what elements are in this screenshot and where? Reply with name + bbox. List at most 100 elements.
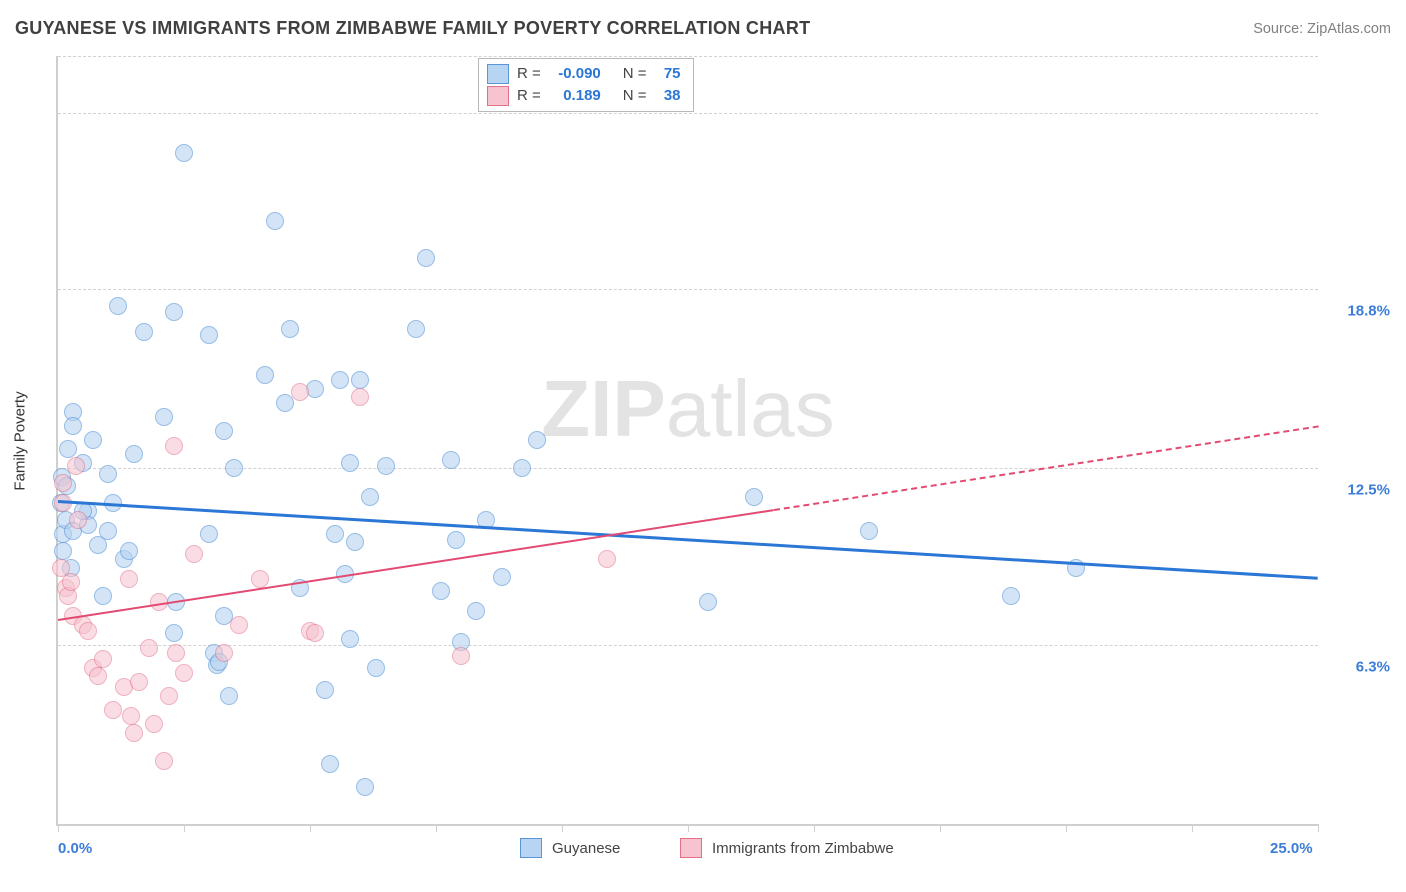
chart-title: GUYANESE VS IMMIGRANTS FROM ZIMBABWE FAM… [15, 18, 810, 39]
data-point [467, 602, 485, 620]
x-tick [1192, 824, 1193, 832]
data-point [432, 582, 450, 600]
x-tick-label: 25.0% [1270, 840, 1313, 857]
x-tick [58, 824, 59, 832]
data-point [493, 568, 511, 586]
data-point [135, 323, 153, 341]
data-point [230, 616, 248, 634]
gridline [58, 468, 1318, 469]
data-point [120, 542, 138, 560]
data-point [331, 371, 349, 389]
legend-label-zimbabwe: Immigrants from Zimbabwe [712, 840, 894, 857]
data-point [165, 303, 183, 321]
gridline [58, 645, 1318, 646]
data-point [185, 545, 203, 563]
data-point [225, 459, 243, 477]
x-tick [1066, 824, 1067, 832]
data-point [200, 525, 218, 543]
gridline [58, 289, 1318, 290]
data-point [291, 383, 309, 401]
legend-zimbabwe: Immigrants from Zimbabwe [680, 838, 894, 858]
n-label: N = [623, 63, 647, 85]
data-point [367, 659, 385, 677]
swatch-zimbabwe [487, 86, 509, 106]
data-point [140, 639, 158, 657]
data-point [62, 573, 80, 591]
data-point [215, 422, 233, 440]
data-point [417, 249, 435, 267]
data-point [175, 144, 193, 162]
gridline [58, 113, 1318, 114]
data-point [145, 715, 163, 733]
data-point [160, 687, 178, 705]
data-point [447, 531, 465, 549]
n-value-zimbabwe: 38 [655, 85, 681, 107]
data-point [699, 593, 717, 611]
data-point [256, 366, 274, 384]
x-tick [1318, 824, 1319, 832]
data-point [79, 622, 97, 640]
data-point [316, 681, 334, 699]
r-label: R = [517, 63, 541, 85]
y-tick-label: 18.8% [1330, 303, 1390, 320]
data-point [109, 297, 127, 315]
corr-row-zimbabwe: R = 0.189 N = 38 [487, 85, 681, 107]
corr-row-guyanese: R = -0.090 N = 75 [487, 63, 681, 85]
legend-guyanese: Guyanese [520, 838, 620, 858]
data-point [104, 701, 122, 719]
data-point [165, 437, 183, 455]
data-point [220, 687, 238, 705]
data-point [125, 445, 143, 463]
swatch-zimbabwe-icon [680, 838, 702, 858]
x-tick [940, 824, 941, 832]
data-point [99, 522, 117, 540]
x-tick [814, 824, 815, 832]
data-point [326, 525, 344, 543]
swatch-guyanese [487, 64, 509, 84]
trend-line [58, 500, 1318, 580]
data-point [94, 650, 112, 668]
data-point [346, 533, 364, 551]
data-point [251, 570, 269, 588]
data-point [1002, 587, 1020, 605]
data-point [442, 451, 460, 469]
data-point [306, 624, 324, 642]
data-point [598, 550, 616, 568]
data-point [99, 465, 117, 483]
source-label: Source: ZipAtlas.com [1253, 21, 1391, 37]
data-point [356, 778, 374, 796]
r-label: R = [517, 85, 541, 107]
data-point [351, 371, 369, 389]
data-point [276, 394, 294, 412]
data-point [321, 755, 339, 773]
data-point [167, 644, 185, 662]
data-point [122, 707, 140, 725]
data-point [59, 440, 77, 458]
y-tick-label: 6.3% [1330, 658, 1390, 675]
swatch-guyanese-icon [520, 838, 542, 858]
n-label: N = [623, 85, 647, 107]
data-point [528, 431, 546, 449]
data-point [306, 380, 324, 398]
data-point [745, 488, 763, 506]
r-value-zimbabwe: 0.189 [549, 85, 601, 107]
x-tick [688, 824, 689, 832]
data-point [175, 664, 193, 682]
data-point [84, 431, 102, 449]
data-point [54, 474, 72, 492]
x-tick [310, 824, 311, 832]
x-tick [562, 824, 563, 832]
data-point [513, 459, 531, 477]
r-value-guyanese: -0.090 [549, 63, 601, 85]
data-point [281, 320, 299, 338]
data-point [155, 752, 173, 770]
watermark: ZIPatlas [541, 363, 834, 455]
data-point [54, 542, 72, 560]
trend-line [58, 509, 774, 621]
data-point [120, 570, 138, 588]
data-point [341, 630, 359, 648]
data-point [215, 644, 233, 662]
data-point [361, 488, 379, 506]
data-point [165, 624, 183, 642]
data-point [155, 408, 173, 426]
